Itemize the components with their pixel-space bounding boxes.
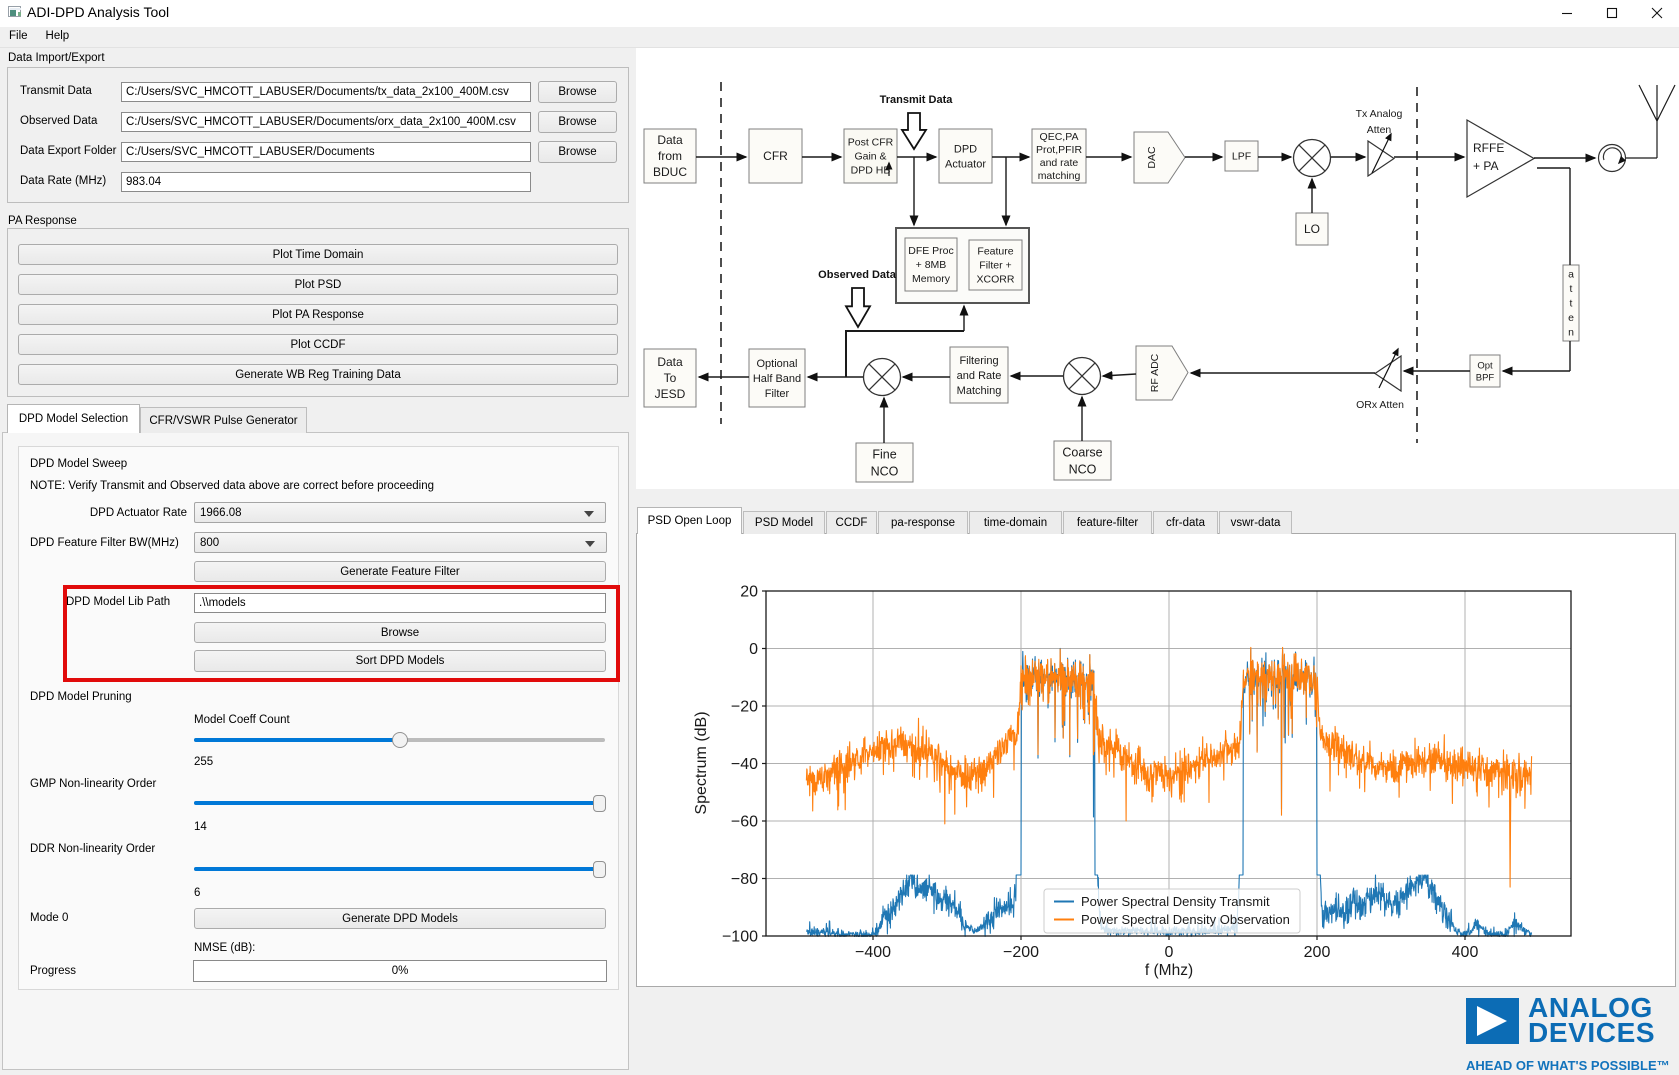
svg-text:−400: −400 bbox=[855, 944, 891, 961]
svg-text:0: 0 bbox=[749, 641, 758, 658]
svg-text:Gain &: Gain & bbox=[854, 151, 886, 163]
svg-text:400: 400 bbox=[1452, 944, 1479, 961]
svg-text:+ 8MB: + 8MB bbox=[916, 259, 947, 271]
svg-text:Atten: Atten bbox=[1367, 124, 1392, 136]
svg-text:−80: −80 bbox=[731, 871, 758, 888]
svg-text:Spectrum (dB): Spectrum (dB) bbox=[693, 711, 710, 814]
svg-text:matching: matching bbox=[1038, 170, 1081, 182]
svg-text:Filtering: Filtering bbox=[959, 355, 998, 367]
svg-text:To: To bbox=[664, 371, 677, 385]
svg-text:Post CFR: Post CFR bbox=[848, 137, 894, 149]
svg-text:RF ADC: RF ADC bbox=[1149, 353, 1161, 392]
svg-text:n: n bbox=[1568, 327, 1574, 339]
svg-text:and rate: and rate bbox=[1040, 157, 1079, 169]
svg-text:−100: −100 bbox=[722, 929, 758, 946]
svg-text:+ PA: + PA bbox=[1473, 159, 1498, 173]
svg-text:NCO: NCO bbox=[871, 464, 899, 478]
svg-text:RFFE: RFFE bbox=[1473, 141, 1504, 155]
svg-text:JESD: JESD bbox=[655, 387, 686, 401]
svg-text:Optional: Optional bbox=[757, 358, 798, 370]
svg-text:and Rate: and Rate bbox=[957, 370, 1002, 382]
svg-text:DPD HB: DPD HB bbox=[851, 165, 891, 177]
svg-text:BPF: BPF bbox=[1476, 372, 1495, 383]
svg-text:Half Band: Half Band bbox=[753, 373, 801, 385]
svg-text:Filter: Filter bbox=[765, 388, 790, 400]
svg-text:−20: −20 bbox=[731, 699, 758, 716]
svg-text:Actuator: Actuator bbox=[945, 158, 986, 170]
svg-text:Power Spectral Density Observa: Power Spectral Density Observation bbox=[1081, 912, 1290, 927]
svg-text:Transmit Data: Transmit Data bbox=[880, 94, 954, 106]
svg-text:−200: −200 bbox=[1003, 944, 1039, 961]
svg-text:200: 200 bbox=[1304, 944, 1331, 961]
svg-text:CFR: CFR bbox=[763, 149, 788, 163]
svg-text:from: from bbox=[658, 149, 682, 163]
svg-text:f (Mhz): f (Mhz) bbox=[1145, 962, 1193, 979]
svg-text:Power Spectral Density Transmi: Power Spectral Density Transmit bbox=[1081, 894, 1270, 909]
svg-text:Tx Analog: Tx Analog bbox=[1356, 108, 1403, 120]
svg-text:−60: −60 bbox=[731, 814, 758, 831]
svg-text:LPF: LPF bbox=[1232, 151, 1251, 163]
svg-text:NCO: NCO bbox=[1069, 462, 1097, 476]
svg-text:Filter +: Filter + bbox=[979, 260, 1011, 272]
svg-text:Data: Data bbox=[657, 133, 683, 147]
svg-text:e: e bbox=[1568, 312, 1574, 324]
svg-text:Memory: Memory bbox=[912, 273, 951, 285]
svg-text:BDUC: BDUC bbox=[653, 165, 687, 179]
svg-text:−40: −40 bbox=[731, 756, 758, 773]
svg-text:Fine: Fine bbox=[872, 447, 896, 461]
svg-text:DAC: DAC bbox=[1146, 146, 1158, 169]
svg-text:t: t bbox=[1570, 298, 1573, 310]
svg-text:t: t bbox=[1570, 283, 1573, 295]
svg-text:QEC,PA: QEC,PA bbox=[1040, 131, 1079, 143]
svg-text:0: 0 bbox=[1165, 944, 1174, 961]
svg-text:20: 20 bbox=[740, 584, 758, 601]
svg-text:XCORR: XCORR bbox=[977, 274, 1015, 286]
svg-text:Observed Data: Observed Data bbox=[818, 269, 897, 281]
svg-text:ORx Atten: ORx Atten bbox=[1356, 399, 1404, 411]
svg-text:Matching: Matching bbox=[957, 385, 1002, 397]
svg-text:DFE Proc: DFE Proc bbox=[908, 245, 954, 257]
svg-text:Coarse: Coarse bbox=[1062, 445, 1102, 459]
svg-text:LO: LO bbox=[1304, 222, 1320, 236]
svg-text:DPD: DPD bbox=[954, 143, 977, 155]
svg-text:Feature: Feature bbox=[977, 246, 1013, 258]
svg-text:Data: Data bbox=[657, 355, 683, 369]
svg-text:Prot,PFIR: Prot,PFIR bbox=[1036, 144, 1083, 156]
svg-text:Opt: Opt bbox=[1477, 360, 1493, 371]
svg-text:a: a bbox=[1568, 269, 1574, 281]
